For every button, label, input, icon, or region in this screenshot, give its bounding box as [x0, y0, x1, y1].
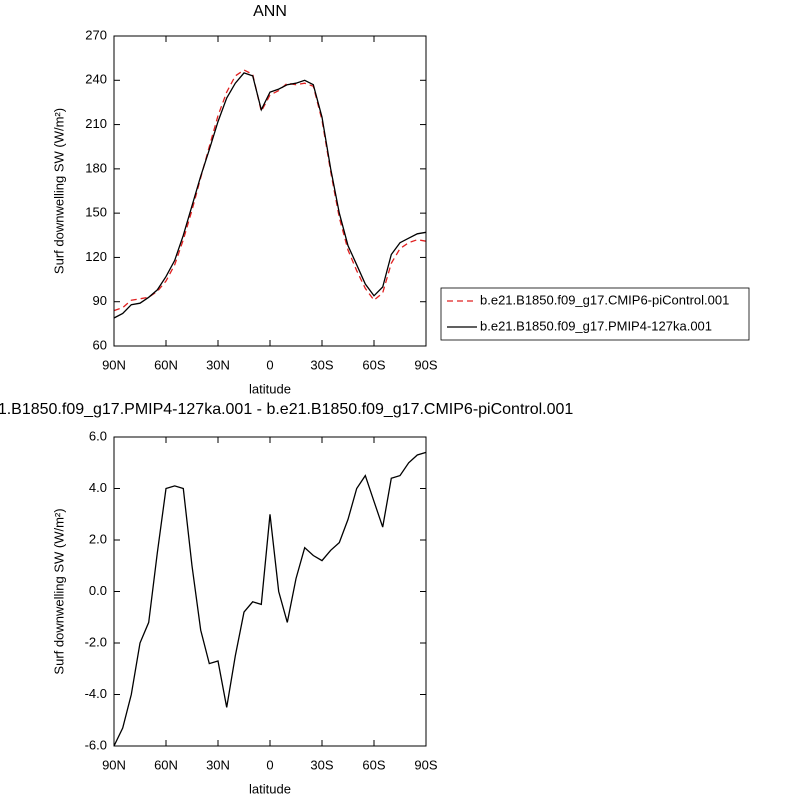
x-tick-label: 60S [362, 757, 385, 772]
x-tick-label: 90N [102, 757, 126, 772]
x-tick-label: 60N [154, 357, 178, 372]
y-tick-label: 180 [85, 160, 107, 175]
plot-frame [113, 436, 427, 747]
y-tick-label: 150 [85, 205, 107, 220]
y-axis-label: Surf downwelling SW (W/m²) [51, 108, 66, 274]
x-tick-label: 60S [362, 357, 385, 372]
x-tick-label: 90N [102, 357, 126, 372]
y-tick-label: 240 [85, 72, 107, 87]
y-tick-label: -2.0 [85, 634, 107, 649]
y-tick-label: 6.0 [89, 428, 107, 443]
x-tick-label: 60N [154, 757, 178, 772]
x-tick-label: 90S [414, 757, 437, 772]
data-line [113, 451, 427, 747]
x-tick-label: 30N [206, 357, 230, 372]
y-tick-label: 4.0 [89, 480, 107, 495]
y-tick-label: -4.0 [85, 686, 107, 701]
x-tick-label: 0 [266, 357, 273, 372]
x-tick-label: 30S [310, 357, 333, 372]
y-tick-label: 90 [93, 293, 107, 308]
y-tick-label: 2.0 [89, 531, 107, 546]
x-tick-label: 0 [266, 757, 273, 772]
y-tick-label: 0.0 [89, 583, 107, 598]
y-tick-label: 120 [85, 249, 107, 264]
x-axis-label: latitude [249, 381, 291, 396]
x-tick-label: 90S [414, 357, 437, 372]
y-axis-label: Surf downwelling SW (W/m²) [51, 508, 66, 674]
y-tick-label: 210 [85, 116, 107, 131]
chart-title: b.e21.B1850.f09_g17.PMIP4-127ka.001 - b.… [0, 401, 573, 418]
x-axis-label: latitude [249, 781, 291, 796]
data-line [113, 69, 427, 312]
y-tick-label: 270 [85, 27, 107, 42]
data-line [113, 72, 427, 319]
y-tick-label: -6.0 [85, 737, 107, 752]
legend-label: b.e21.B1850.f09_g17.PMIP4-127ka.001 [480, 318, 712, 333]
plot-frame [113, 35, 427, 347]
x-tick-label: 30N [206, 757, 230, 772]
legend-label: b.e21.B1850.f09_g17.CMIP6-piControl.001 [480, 292, 729, 307]
legend-box [440, 287, 750, 341]
chart-title: ANN [253, 3, 287, 20]
y-tick-label: 60 [93, 337, 107, 352]
x-tick-label: 30S [310, 757, 333, 772]
